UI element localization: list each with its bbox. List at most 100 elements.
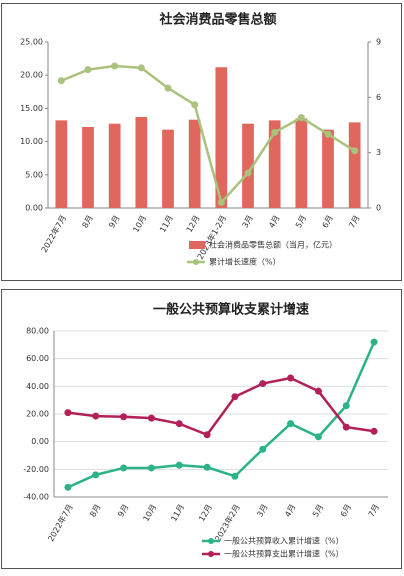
point: [271, 128, 279, 136]
y-tick-label: 60.00: [26, 354, 49, 363]
x-tick-label: 2022年7月: [45, 502, 74, 543]
line: [67, 341, 376, 489]
bar: [322, 129, 334, 208]
x-tick-label: 7月: [367, 503, 381, 519]
point: [370, 427, 378, 435]
bar: [108, 123, 121, 208]
point: [92, 412, 100, 420]
x-tick-label: 10月: [141, 503, 158, 523]
x-tick-label: 10月: [131, 214, 148, 234]
bar: [215, 67, 228, 209]
bar: [268, 120, 281, 208]
point: [203, 463, 211, 471]
point: [244, 169, 252, 177]
chart-frame: [1, 289, 402, 569]
x-tick-label: 12月: [185, 214, 202, 234]
x-tick-label: 12月: [197, 503, 214, 523]
y-tick-label: 10.00: [20, 137, 43, 146]
y2-tick-label: 6: [376, 93, 381, 102]
point: [231, 393, 239, 401]
y-tick-label: 40.00: [26, 382, 49, 391]
point: [287, 374, 295, 382]
point: [342, 423, 350, 431]
point: [120, 464, 128, 472]
point: [314, 433, 322, 441]
x-tick-label: 4月: [283, 503, 297, 519]
y2-tick-label: 9: [376, 38, 381, 47]
point: [164, 84, 172, 92]
point: [259, 380, 267, 388]
legend-label: 累计增长速度（%）: [209, 257, 281, 267]
point: [287, 420, 295, 428]
point: [175, 420, 183, 428]
point: [217, 198, 225, 206]
point: [191, 101, 199, 109]
x-tick-label: 11月: [169, 503, 186, 523]
point: [297, 114, 305, 122]
bar: [242, 123, 254, 208]
y-tick-label: 15.00: [20, 104, 43, 113]
point: [84, 66, 92, 74]
point: [342, 402, 350, 410]
x-tick-label: 6月: [339, 503, 353, 519]
point: [64, 409, 72, 417]
point: [324, 130, 332, 138]
y-tick-label: 20.00: [20, 71, 43, 80]
bar: [55, 120, 68, 208]
x-tick-label: 2022年7月: [39, 213, 68, 254]
y-tick-label: -40.00: [23, 493, 49, 502]
point: [314, 387, 322, 395]
point: [111, 62, 119, 70]
bar: [188, 119, 201, 208]
legend-swatch: [208, 551, 214, 557]
y-tick-label: 20.00: [26, 410, 49, 419]
x-tick-label: 4月: [267, 214, 281, 230]
y2-tick-label: 0: [376, 204, 381, 213]
point: [64, 483, 72, 491]
legend-swatch: [189, 241, 205, 249]
legend-label: 一般公共预算支出累计增速（%）: [224, 549, 344, 559]
line: [60, 64, 356, 206]
point: [175, 461, 183, 469]
point: [351, 147, 359, 155]
point: [259, 445, 267, 453]
legend-label: 社会消费品零售总额（当月，亿元）: [209, 240, 337, 250]
x-tick-label: 6月: [321, 214, 335, 230]
bar: [162, 129, 174, 208]
point: [203, 431, 211, 439]
bar: [135, 117, 148, 208]
bar: [295, 118, 308, 208]
y-tick-label: 0.00: [25, 204, 43, 213]
y-tick-label: 80.00: [26, 327, 49, 336]
legend-label: 一般公共预算收入累计增速（%）: [224, 536, 344, 546]
point: [231, 472, 239, 480]
point: [57, 77, 65, 85]
line: [67, 376, 375, 437]
legend-swatch: [193, 259, 199, 265]
legend-swatch: [208, 538, 214, 544]
x-tick-label: 9月: [107, 214, 121, 230]
x-tick-label: 7月: [347, 214, 361, 230]
x-tick-label: 8月: [88, 503, 102, 519]
point: [147, 464, 155, 472]
x-tick-label: 3月: [241, 214, 255, 230]
chart-frame: [1, 3, 402, 281]
point: [92, 471, 100, 479]
bar: [82, 126, 94, 208]
y-tick-label: 5.00: [25, 170, 43, 179]
x-tick-label: 11月: [158, 214, 175, 234]
point: [120, 413, 128, 421]
x-tick-label: 5月: [311, 503, 325, 519]
y-tick-label: 0.00: [31, 437, 49, 446]
y-tick-label: 25.00: [20, 38, 43, 47]
x-tick-label: 5月: [294, 214, 308, 230]
x-tick-label: 9月: [116, 503, 130, 519]
point: [370, 338, 378, 346]
point: [147, 414, 155, 422]
x-tick-label: 8月: [81, 214, 95, 230]
chart-title: 一般公共预算收支累计增速: [153, 302, 309, 318]
chart-title: 社会消费品零售总额: [158, 12, 276, 28]
point: [137, 64, 145, 72]
